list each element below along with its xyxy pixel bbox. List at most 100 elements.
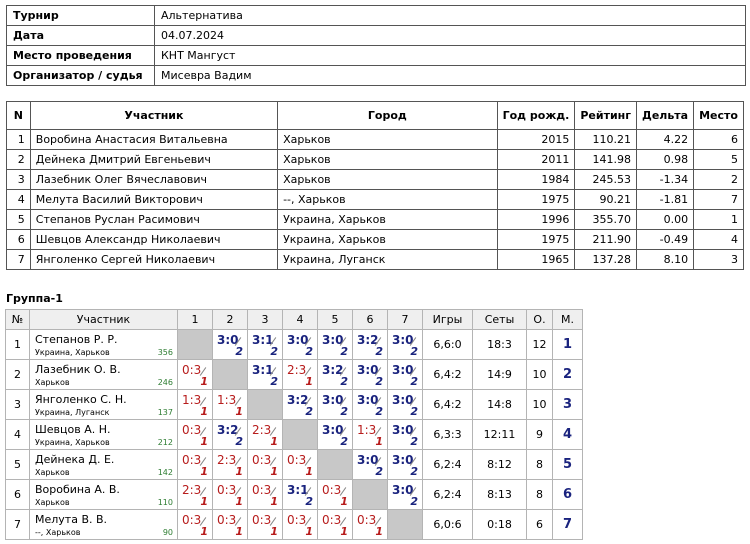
sets-cell: 14:8: [472, 389, 527, 420]
match-score: 3:0: [392, 423, 414, 437]
match-points: 2: [410, 465, 418, 478]
match-score: 3:1: [252, 333, 274, 347]
participant-row: 3 Лазебник Олег Вячеславович Харьков 1984 24…: [6, 169, 744, 190]
participant-cell: Степанов Руслан Расимович: [29, 209, 279, 230]
player-name: Мелута В. В.: [35, 513, 108, 526]
match-score: 3:2: [357, 333, 379, 347]
participant-cell: 1984: [496, 169, 576, 190]
match-score: 0:3: [182, 423, 202, 437]
match-score: 3:2: [217, 423, 239, 437]
group-header: Игры: [422, 309, 473, 330]
group-header: Сеты: [472, 309, 527, 330]
match-score: 0:3: [252, 513, 272, 527]
place-cell: 6: [552, 479, 583, 510]
sets-cell: 12:11: [472, 419, 527, 450]
participant-cell: Харьков: [277, 169, 498, 190]
match-cell: 0:3 1: [282, 509, 318, 540]
player-city: --, Харьков: [35, 528, 81, 537]
group-header: 7: [387, 309, 423, 330]
place-cell: 3: [552, 389, 583, 420]
participants-header: Рейтинг: [574, 101, 638, 130]
diagonal-cell: [317, 449, 353, 480]
match-points: 1: [340, 495, 348, 508]
group-header: №: [5, 309, 30, 330]
sets-cell: 8:12: [472, 449, 527, 480]
participant-cell: 1996: [496, 209, 576, 230]
match-points: 1: [270, 465, 278, 478]
match-score: 0:3: [357, 513, 377, 527]
group-crosstable: № Участник 1 2 3 4 5 6 7 Игры Сеты О. М. 1 Степанов Р…: [5, 309, 583, 540]
match-points: 1: [235, 525, 243, 538]
points-cell: 6: [526, 509, 553, 540]
match-cell: 3:1 2: [247, 359, 283, 390]
match-score: 3:0: [217, 333, 239, 347]
info-value: Мисевра Вадим: [154, 65, 746, 86]
participant-cell: 0.98: [636, 149, 695, 170]
participant-cell: 2: [693, 169, 744, 190]
match-points: 1: [200, 495, 208, 508]
participant-cell: Украина, Харьков: [277, 229, 498, 250]
games-cell: 6,2:4: [422, 449, 473, 480]
match-cell: 3:0 2: [387, 389, 423, 420]
match-cell: 3:0 2: [352, 359, 388, 390]
match-cell: 3:2 2: [212, 419, 248, 450]
match-points: 2: [305, 345, 313, 358]
games-cell: 6,6:0: [422, 329, 473, 360]
group-row: 3 Янголенко С. Н. Украина, Луганск 137 1:3 1 1…: [5, 389, 583, 420]
match-points: 2: [410, 495, 418, 508]
match-cell: 0:3 1: [177, 509, 213, 540]
participant-row: 2 Дейнека Дмитрий Евгеньевич Харьков 2011 14…: [6, 149, 744, 170]
match-score: 3:1: [252, 363, 274, 377]
participants-header: Место: [693, 101, 744, 130]
participant-cell: 110.21: [574, 129, 638, 150]
match-score: 3:0: [322, 393, 344, 407]
player-city: Украина, Харьков: [35, 438, 110, 447]
match-cell: 3:0 2: [387, 419, 423, 450]
match-cell: 0:3 1: [212, 509, 248, 540]
row-number: 5: [5, 449, 30, 480]
participants-header: Дельта: [636, 101, 695, 130]
participants-table: N Участник Город Год рожд. Рейтинг Дельта Мест…: [6, 101, 744, 270]
player-rating: 356: [157, 348, 173, 357]
match-points: 2: [235, 345, 243, 358]
match-score: 0:3: [182, 363, 202, 377]
participant-cell: 141.98: [574, 149, 638, 170]
group-header: М.: [552, 309, 583, 330]
match-points: 2: [375, 465, 383, 478]
match-cell: 3:1 2: [247, 329, 283, 360]
participant-cell: 5: [693, 149, 744, 170]
row-number: 7: [5, 509, 30, 540]
diagonal-cell: [247, 389, 283, 420]
match-score: 3:0: [392, 363, 414, 377]
match-score: 0:3: [217, 513, 237, 527]
match-points: 2: [410, 435, 418, 448]
player-rating: 137: [157, 408, 173, 417]
player-city: Украина, Харьков: [35, 348, 110, 357]
group-title: Группа-1: [6, 292, 63, 305]
info-row: Турнир Альтернатива: [6, 5, 746, 26]
participant-cell: 1965: [496, 249, 576, 270]
place-cell: 7: [552, 509, 583, 540]
group-header: 1: [177, 309, 213, 330]
participant-cell: 245.53: [574, 169, 638, 190]
player-name: Воробина А. В.: [35, 483, 120, 496]
match-score: 0:3: [287, 453, 307, 467]
match-score: 0:3: [322, 483, 342, 497]
group-header: 3: [247, 309, 283, 330]
match-points: 2: [235, 435, 243, 448]
tournament-info-table: Турнир Альтернатива Дата 04.07.2024 Место пр…: [6, 5, 746, 86]
match-score: 1:3: [217, 393, 237, 407]
games-cell: 6,2:4: [422, 479, 473, 510]
points-cell: 8: [526, 479, 553, 510]
match-score: 3:2: [287, 393, 309, 407]
match-score: 3:0: [357, 363, 379, 377]
match-cell: 2:3 1: [212, 449, 248, 480]
sets-cell: 14:9: [472, 359, 527, 390]
match-points: 1: [200, 405, 208, 418]
info-row: Дата 04.07.2024: [6, 25, 746, 46]
participant-cell: Украина, Харьков: [277, 209, 498, 230]
group-header: 4: [282, 309, 318, 330]
participant-cell: Янголенко Сергей Николаевич: [29, 249, 279, 270]
group-row: 1 Степанов Р. Р. Украина, Харьков 356 3:0 2 3:…: [5, 329, 583, 360]
participant-cell: 5: [6, 209, 31, 230]
